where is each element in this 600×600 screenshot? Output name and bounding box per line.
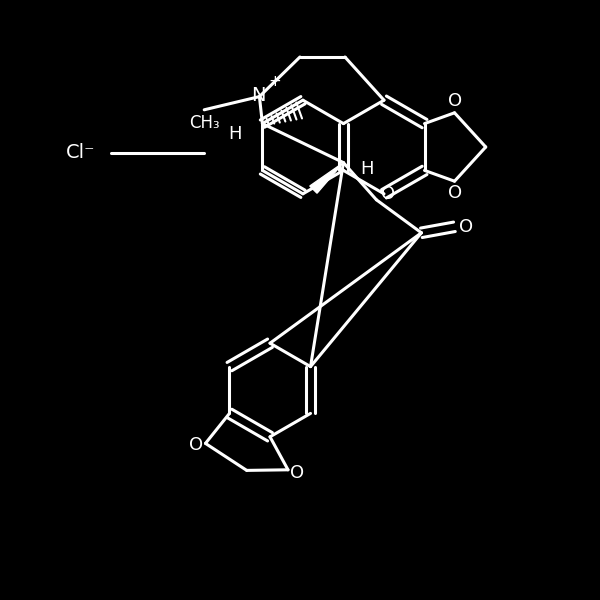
Text: +: + <box>268 74 281 89</box>
Text: H: H <box>361 160 374 178</box>
Text: O: O <box>382 185 395 203</box>
Text: H: H <box>229 125 242 143</box>
Text: O: O <box>448 184 462 202</box>
Text: O: O <box>190 436 203 454</box>
Text: N: N <box>251 86 265 105</box>
Text: Cl⁻: Cl⁻ <box>67 143 95 163</box>
Text: O: O <box>460 218 473 236</box>
Text: CH₃: CH₃ <box>189 114 220 132</box>
Text: O: O <box>290 464 304 482</box>
Polygon shape <box>310 163 343 193</box>
Text: O: O <box>448 92 462 110</box>
